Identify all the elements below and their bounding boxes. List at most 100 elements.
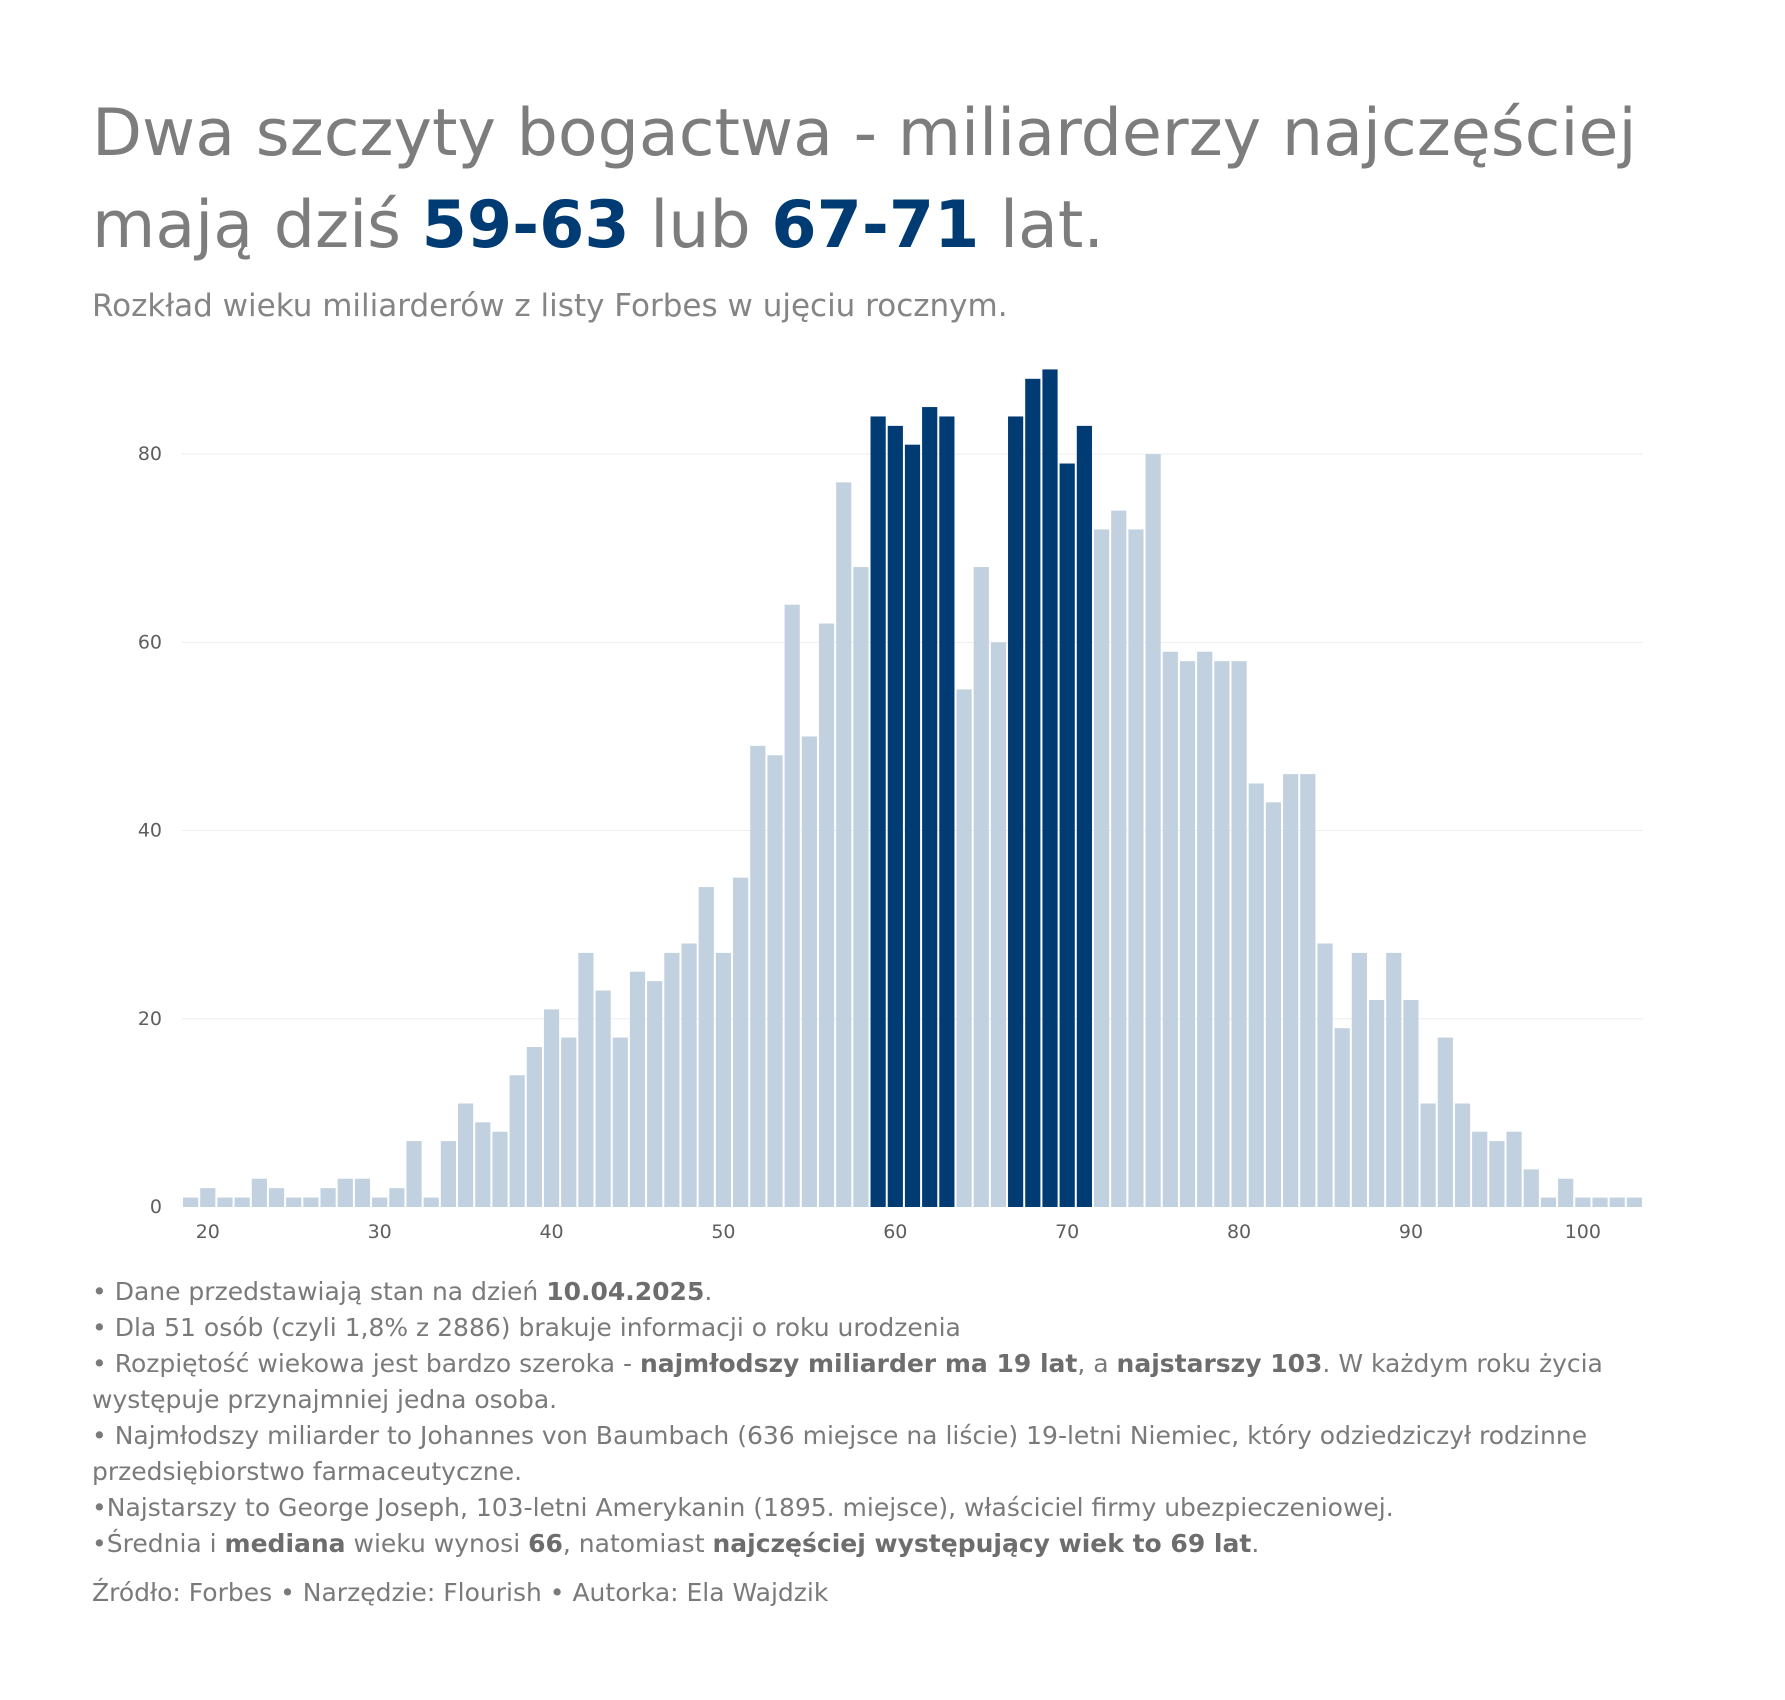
bar-age-37: [492, 1131, 508, 1207]
y-axis-ticks: 0 20 40 60 80: [138, 443, 162, 1218]
x-tick-label: 30: [368, 1221, 392, 1243]
bar-age-99: [1558, 1178, 1574, 1207]
note-text: . W każdym roku życia występuje przynajm…: [92, 1349, 1603, 1414]
bar-age-73: [1111, 510, 1127, 1207]
bar-age-88: [1368, 999, 1385, 1207]
note-text: .: [1251, 1529, 1260, 1558]
bar-age-30: [372, 1197, 388, 1207]
bar-age-82: [1265, 802, 1282, 1207]
bar-age-80: [1231, 661, 1247, 1207]
bar-age-100: [1575, 1197, 1591, 1207]
x-tick-label: 80: [1227, 1221, 1251, 1243]
bar-age-74: [1128, 529, 1144, 1207]
bar-age-23: [251, 1178, 267, 1207]
bar-age-90: [1403, 999, 1419, 1207]
bar-age-33: [423, 1197, 439, 1207]
bar-age-81: [1248, 783, 1264, 1207]
bar-age-98: [1540, 1197, 1557, 1207]
bar-age-94: [1472, 1131, 1488, 1207]
bar-age-21: [217, 1197, 233, 1207]
bar-age-28: [337, 1178, 353, 1207]
note-text: • Dla 51 osób (czyli 1,8% z 2886) brakuj…: [92, 1313, 961, 1342]
title-highlight-2: 67-71: [771, 188, 980, 263]
bar-age-44: [612, 1037, 628, 1207]
title-text-1: Dwa szczyty bogactwa - miliarderzy najcz…: [92, 96, 1637, 263]
bar-age-20: [200, 1188, 216, 1207]
x-tick-label: 70: [1055, 1221, 1079, 1243]
bar-age-68: [1025, 378, 1041, 1207]
bar-age-63: [939, 416, 955, 1207]
bar-age-86: [1334, 1028, 1350, 1207]
bar-age-51: [733, 877, 749, 1207]
bar-age-75: [1145, 454, 1161, 1208]
bar-age-25: [286, 1197, 302, 1207]
x-tick-label: 60: [883, 1221, 907, 1243]
bar-age-54: [784, 604, 800, 1207]
bar-age-101: [1592, 1197, 1608, 1207]
bar-age-48: [681, 943, 697, 1207]
bar-age-52: [750, 745, 766, 1207]
bar-age-31: [389, 1188, 405, 1207]
bar-age-83: [1283, 774, 1299, 1207]
bar-age-34: [440, 1141, 457, 1207]
bar-age-57: [836, 482, 852, 1207]
x-tick-label: 100: [1565, 1221, 1601, 1243]
bar-age-35: [458, 1103, 474, 1207]
bar-age-39: [526, 1047, 542, 1207]
bar-age-27: [320, 1188, 336, 1207]
note-line: •Najstarszy to George Joseph, 103-letni …: [92, 1490, 1722, 1526]
bar-age-43: [595, 990, 611, 1207]
age-histogram: 0 20 40 60 80 20 30 40 50 60 70 80 90 100: [138, 369, 1643, 1243]
note-text: • Najmłodszy miliarder to Johannes von B…: [92, 1421, 1588, 1486]
note-text: •Najstarszy to George Joseph, 103-letni …: [92, 1493, 1394, 1522]
note-bold: najstarszy 103: [1116, 1349, 1323, 1378]
bar-age-19: [183, 1197, 199, 1207]
bar-age-70: [1059, 463, 1075, 1207]
bar-age-67: [1008, 416, 1024, 1207]
y-tick-label: 20: [138, 1008, 162, 1030]
bar-age-40: [543, 1009, 560, 1207]
bar-age-87: [1351, 952, 1367, 1207]
title-highlight-1: 59-63: [421, 188, 630, 263]
bar-age-46: [647, 981, 663, 1207]
y-tick-label: 80: [138, 443, 162, 465]
bar-age-53: [767, 755, 783, 1207]
notes-section: • Dane przedstawiają stan na dzień 10.04…: [92, 1274, 1722, 1562]
bar-age-22: [234, 1197, 250, 1207]
bar-age-38: [509, 1075, 525, 1207]
bar-age-55: [801, 736, 817, 1207]
note-text: , a: [1077, 1349, 1117, 1378]
bar-age-29: [354, 1178, 371, 1207]
chart-title: Dwa szczyty bogactwa - miliarderzy najcz…: [92, 88, 1732, 272]
bar-age-59: [870, 416, 886, 1207]
bar-age-60: [887, 425, 903, 1207]
note-line: • Dla 51 osób (czyli 1,8% z 2886) brakuj…: [92, 1310, 1722, 1346]
note-line: • Najmłodszy miliarder to Johannes von B…: [92, 1418, 1722, 1490]
bar-age-62: [922, 407, 938, 1207]
note-bold: 10.04.2025: [546, 1277, 705, 1306]
bar-age-32: [406, 1141, 422, 1207]
bar-age-96: [1506, 1131, 1522, 1207]
note-line: •Średnia i mediana wieku wynosi 66, nato…: [92, 1526, 1722, 1562]
x-tick-label: 20: [196, 1221, 220, 1243]
bar-age-58: [853, 567, 869, 1207]
title-text-2: lub: [629, 188, 772, 263]
bar-age-50: [715, 952, 732, 1207]
title-text-3: lat.: [979, 188, 1104, 263]
note-line: • Dane przedstawiają stan na dzień 10.04…: [92, 1274, 1722, 1310]
bar-age-64: [956, 689, 972, 1207]
bar-age-76: [1162, 651, 1178, 1207]
bar-age-56: [818, 623, 835, 1207]
bar-age-47: [664, 952, 680, 1207]
note-text: , natomiast: [562, 1529, 713, 1558]
note-text: • Dane przedstawiają stan na dzień: [92, 1277, 547, 1306]
bar-age-79: [1214, 661, 1230, 1207]
x-tick-label: 90: [1399, 1221, 1423, 1243]
bar-age-92: [1437, 1037, 1453, 1207]
note-text: wieku wynosi: [345, 1529, 529, 1558]
note-text: •Średnia i: [92, 1529, 225, 1558]
x-tick-label: 40: [539, 1221, 563, 1243]
note-bold: 66: [528, 1529, 563, 1558]
bar-age-65: [973, 567, 989, 1207]
bar-age-69: [1042, 369, 1058, 1207]
